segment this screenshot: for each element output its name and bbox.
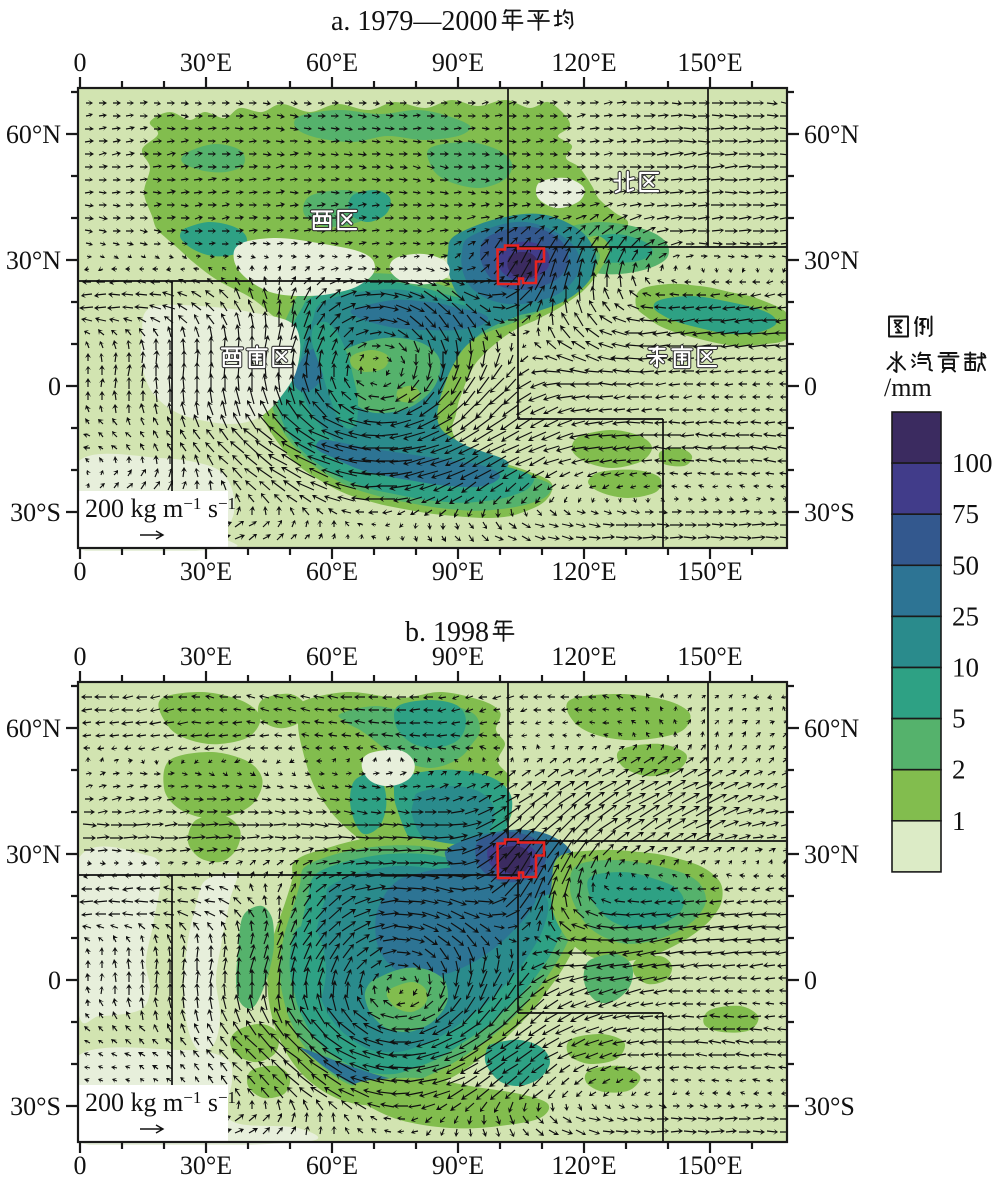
svg-text:60°E: 60°E — [306, 1151, 358, 1180]
svg-text:60°E: 60°E — [306, 557, 358, 586]
svg-text:150°E: 150°E — [677, 48, 742, 77]
svg-text:a. 1979—2000: a. 1979—2000 — [331, 6, 497, 37]
svg-text:0: 0 — [48, 372, 61, 401]
svg-text:0: 0 — [74, 557, 87, 586]
svg-text:150°E: 150°E — [677, 642, 742, 671]
svg-text:200 kg m−1 s−1: 200 kg m−1 s−1 — [85, 1088, 236, 1117]
svg-text:90°E: 90°E — [432, 642, 484, 671]
svg-text:30°N: 30°N — [804, 246, 859, 275]
svg-text:60°N: 60°N — [804, 714, 859, 743]
svg-text:0: 0 — [74, 48, 87, 77]
svg-text:60°N: 60°N — [6, 714, 61, 743]
svg-text:30°N: 30°N — [804, 840, 859, 869]
svg-text:90°E: 90°E — [432, 557, 484, 586]
svg-text:/mm: /mm — [884, 373, 932, 402]
svg-text:30°E: 30°E — [180, 48, 232, 77]
svg-text:120°E: 120°E — [551, 557, 616, 586]
svg-text:60°E: 60°E — [306, 642, 358, 671]
svg-text:30°N: 30°N — [6, 246, 61, 275]
svg-text:30°S: 30°S — [10, 1092, 61, 1121]
svg-text:150°E: 150°E — [677, 1151, 742, 1180]
svg-text:30°N: 30°N — [6, 840, 61, 869]
svg-text:30°E: 30°E — [180, 557, 232, 586]
svg-text:2: 2 — [952, 755, 966, 785]
svg-text:0: 0 — [74, 642, 87, 671]
svg-text:1: 1 — [952, 806, 966, 836]
svg-text:90°E: 90°E — [432, 1151, 484, 1180]
svg-text:120°E: 120°E — [551, 1151, 616, 1180]
svg-text:120°E: 120°E — [551, 48, 616, 77]
svg-text:25: 25 — [952, 601, 979, 631]
svg-text:60°N: 60°N — [804, 120, 859, 149]
svg-text:30°S: 30°S — [804, 1092, 855, 1121]
svg-text:b. 1998: b. 1998 — [405, 617, 489, 648]
svg-text:10: 10 — [952, 653, 979, 683]
svg-text:5: 5 — [952, 704, 966, 734]
svg-text:120°E: 120°E — [551, 642, 616, 671]
svg-text:200 kg m−1 s−1: 200 kg m−1 s−1 — [85, 494, 236, 523]
svg-text:0: 0 — [804, 372, 817, 401]
svg-text:30°S: 30°S — [804, 498, 855, 527]
svg-text:30°E: 30°E — [180, 1151, 232, 1180]
svg-text:100: 100 — [952, 448, 993, 478]
svg-text:30°E: 30°E — [180, 642, 232, 671]
svg-text:60°N: 60°N — [6, 120, 61, 149]
svg-text:90°E: 90°E — [432, 48, 484, 77]
svg-text:0: 0 — [804, 966, 817, 995]
svg-text:50: 50 — [952, 550, 979, 580]
svg-text:150°E: 150°E — [677, 557, 742, 586]
svg-text:0: 0 — [74, 1151, 87, 1180]
svg-text:0: 0 — [48, 966, 61, 995]
svg-text:75: 75 — [952, 499, 979, 529]
svg-text:60°E: 60°E — [306, 48, 358, 77]
svg-text:30°S: 30°S — [10, 498, 61, 527]
